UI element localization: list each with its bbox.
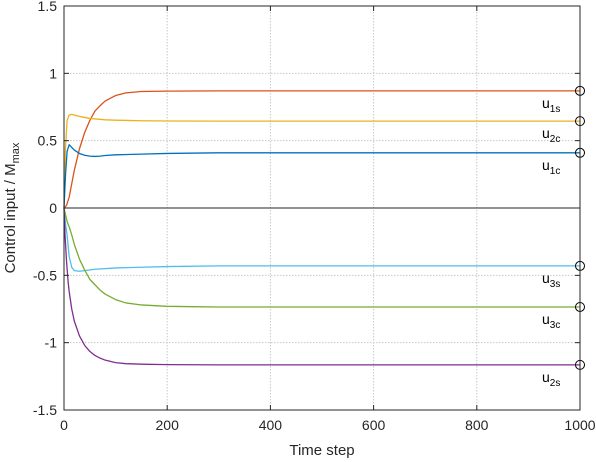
x-tick-label: 600 bbox=[362, 417, 386, 433]
series-label-u1s: u1s bbox=[542, 95, 560, 115]
series-label-u2s: u2s bbox=[542, 369, 560, 389]
y-tick-label: 0 bbox=[49, 200, 57, 216]
y-tick-label: -0.5 bbox=[33, 267, 57, 283]
series-label-u3c: u3c bbox=[542, 311, 560, 331]
y-axis-label-main: Control input / M bbox=[2, 163, 19, 273]
x-tick-label: 800 bbox=[465, 417, 489, 433]
series-label-subscript: 1c bbox=[550, 166, 561, 177]
series-label-main: u bbox=[542, 157, 550, 173]
series-line-u2s bbox=[63, 207, 580, 366]
series-line-u2c bbox=[63, 113, 580, 209]
x-tick-label: 400 bbox=[259, 417, 283, 433]
y-tick-labels: -1.5 -1 -0.5 0 0.5 1 1.5 bbox=[33, 0, 57, 418]
x-tick-label: 1000 bbox=[564, 417, 595, 433]
series-line-u3s bbox=[63, 207, 580, 272]
y-tick-label: 1 bbox=[49, 65, 57, 81]
series-label-main: u bbox=[542, 125, 550, 141]
series-label-main: u bbox=[542, 270, 550, 286]
series-label-main: u bbox=[542, 369, 550, 385]
series-label-u3s: u3s bbox=[542, 270, 560, 290]
tick-marks bbox=[63, 5, 581, 411]
x-axis-label: Time step bbox=[289, 442, 354, 459]
series-group bbox=[63, 90, 580, 366]
series-label-subscript: 1s bbox=[550, 104, 561, 115]
series-label-subscript: 2c bbox=[550, 134, 561, 145]
series-label-subscript: 3c bbox=[550, 320, 561, 331]
series-label-u2c: u2c bbox=[542, 125, 560, 145]
y-axis-label-subscript: max bbox=[10, 142, 22, 163]
x-tick-labels: 0 200 400 600 800 1000 bbox=[60, 417, 596, 433]
x-tick-label: 0 bbox=[60, 417, 68, 433]
y-tick-label: 0.5 bbox=[38, 133, 58, 149]
series-label-main: u bbox=[542, 95, 550, 111]
series-line-u1c bbox=[63, 144, 580, 209]
series-line-u3c bbox=[63, 207, 580, 308]
y-axis-label: Control input / Mmax bbox=[2, 142, 22, 273]
series-label-main: u bbox=[542, 311, 550, 327]
series-label-subscript: 3s bbox=[550, 279, 561, 290]
y-tick-label: 1.5 bbox=[38, 0, 58, 14]
y-tick-label: -1 bbox=[45, 335, 58, 351]
y-tick-label: -1.5 bbox=[33, 402, 57, 418]
x-tick-label: 200 bbox=[156, 417, 180, 433]
series-label-u1c: u1c bbox=[542, 157, 560, 177]
series-label-subscript: 2s bbox=[550, 378, 561, 389]
series-line-u1s bbox=[63, 90, 580, 209]
